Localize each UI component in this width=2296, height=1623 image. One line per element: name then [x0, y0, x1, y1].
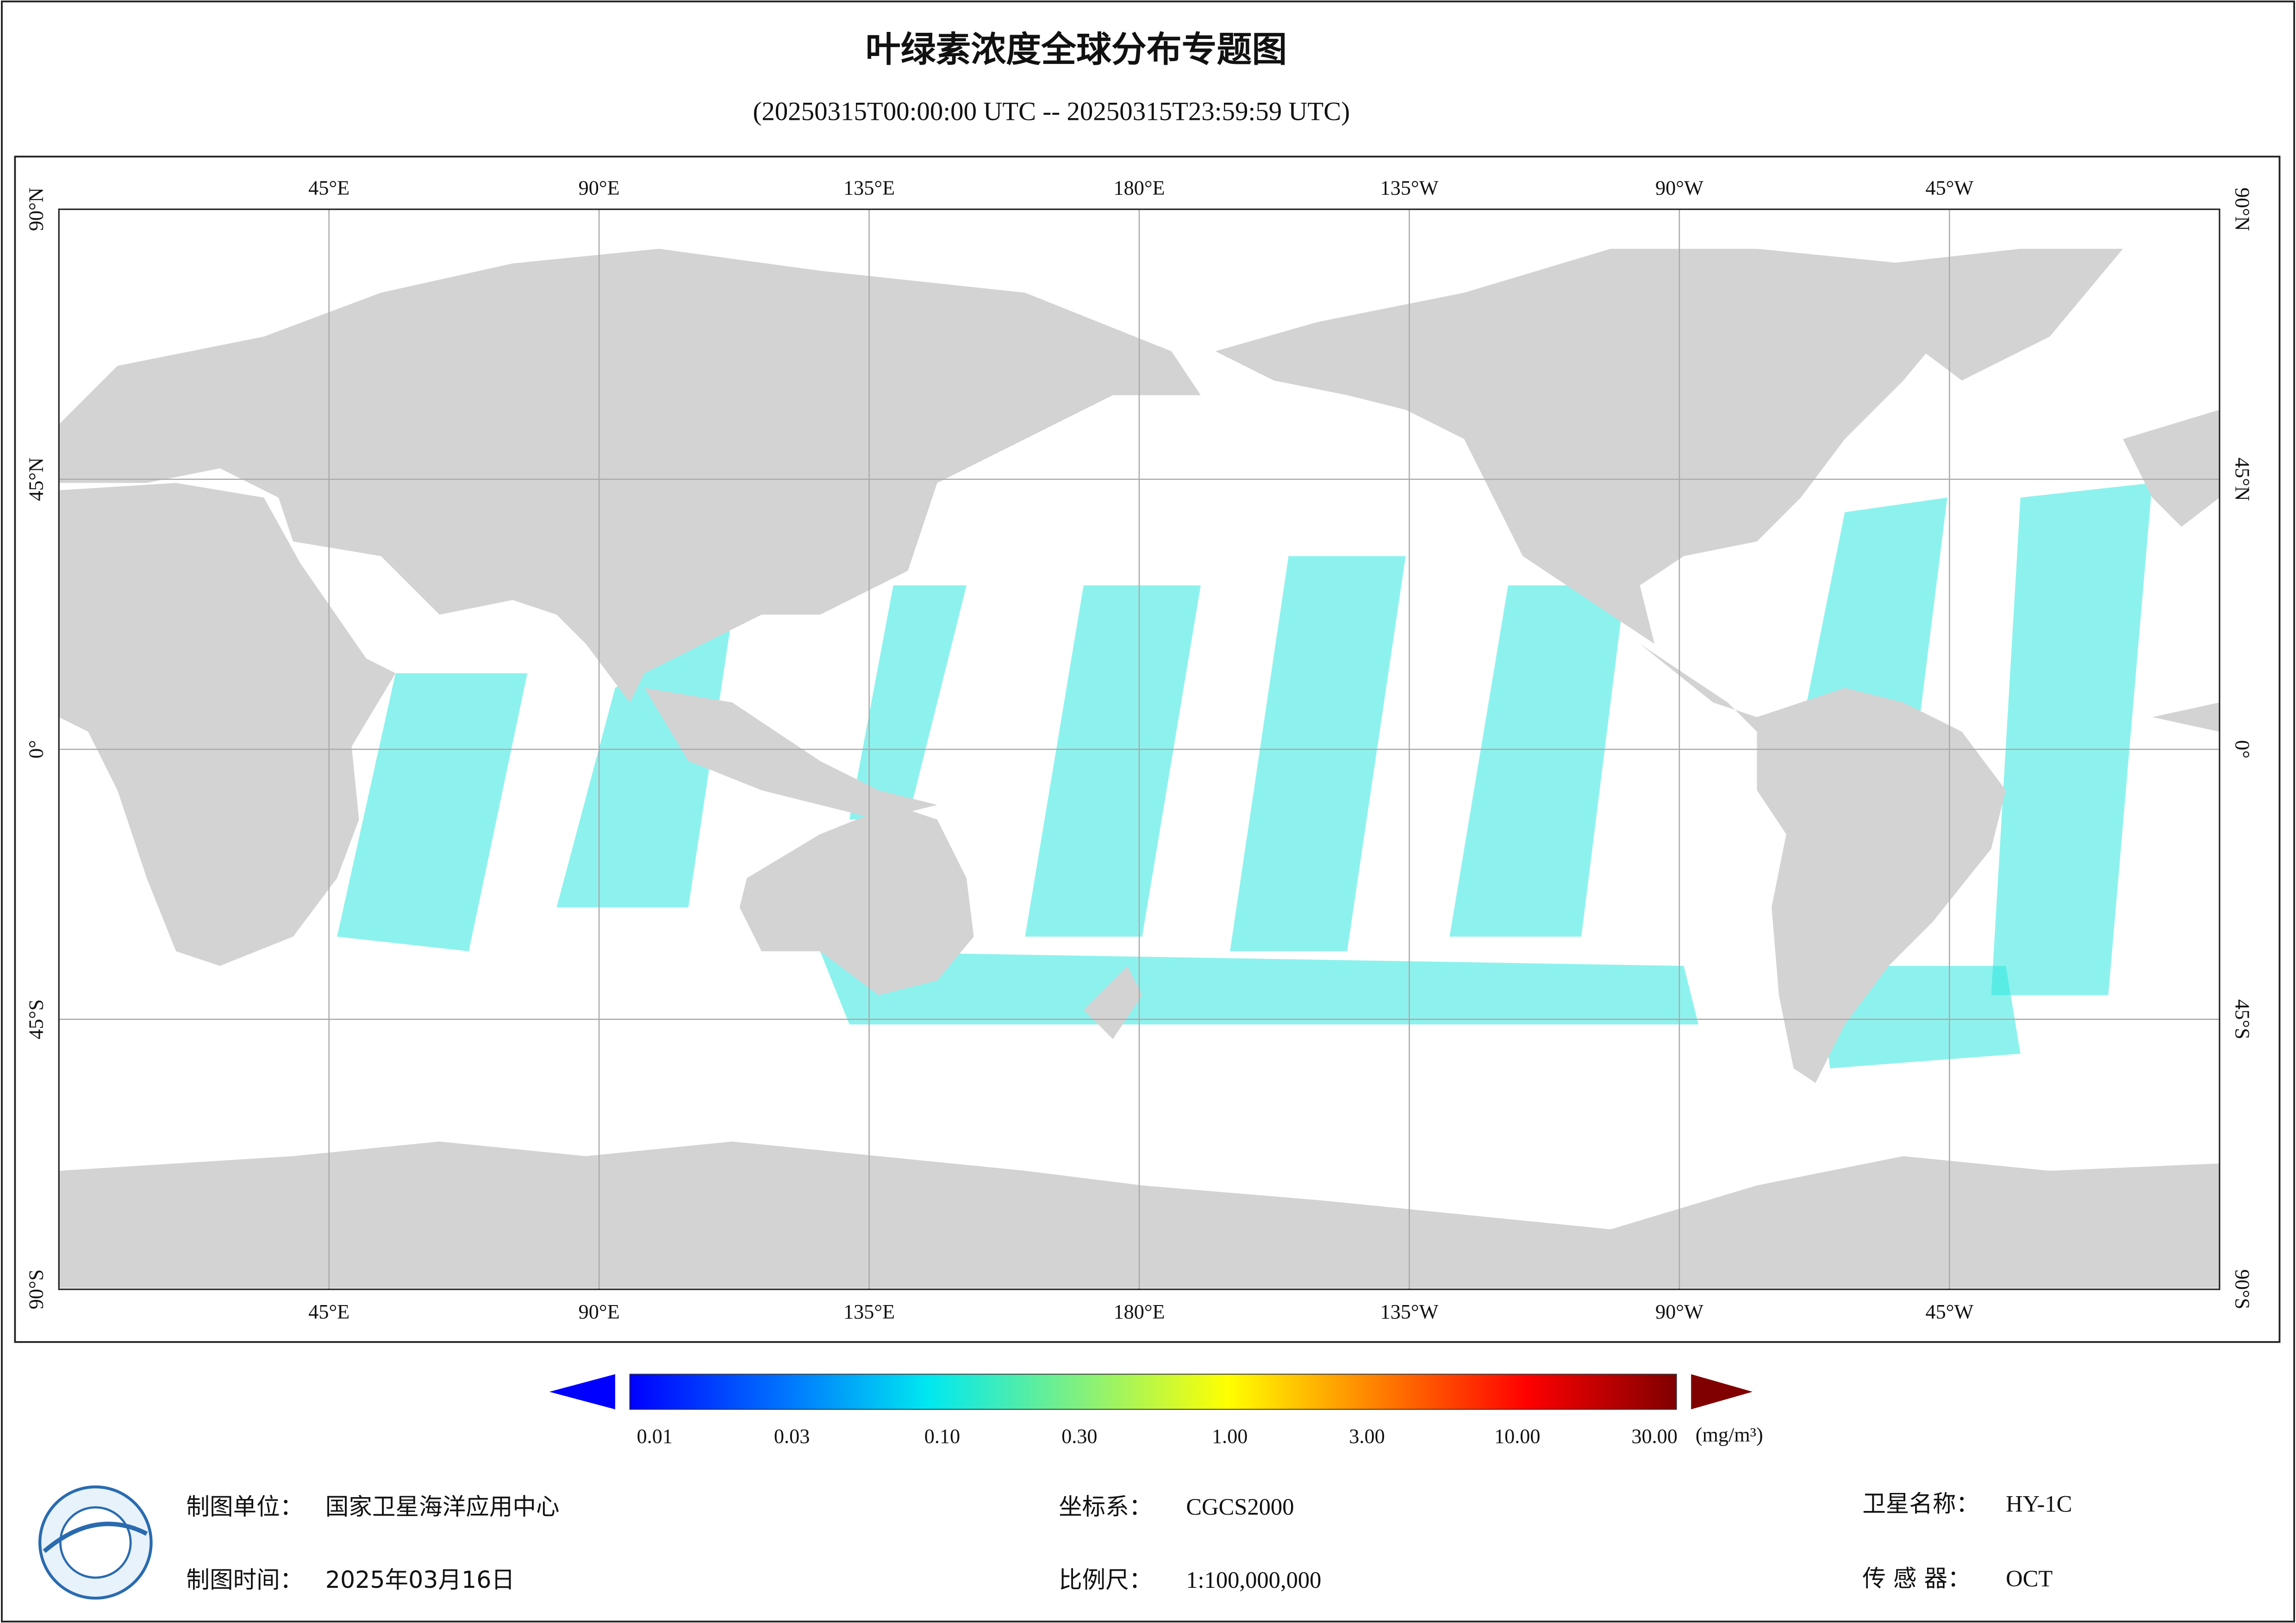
- lat-label: 45°S: [25, 999, 47, 1039]
- footer-value: 2025年03月16日: [325, 1566, 515, 1593]
- colorbar-tick-label: 1.00: [1212, 1425, 1248, 1448]
- land-eurasia: [59, 249, 1201, 703]
- swath: [1991, 483, 2152, 995]
- swath: [556, 615, 732, 908]
- footer-label: 制图时间：: [186, 1566, 303, 1593]
- lon-label: 90°W: [1655, 177, 1703, 199]
- lon-label: 45°E: [308, 1300, 349, 1323]
- colorbar-unit: (mg/m³): [1696, 1424, 1763, 1446]
- footer-label: 传 感 器：: [1862, 1565, 1971, 1592]
- land-islands: [644, 688, 937, 820]
- swath: [820, 951, 1699, 1025]
- footer-label: 坐标系：: [1059, 1493, 1152, 1520]
- lat-label: 90°N: [2231, 187, 2254, 231]
- swath: [1801, 497, 1947, 732]
- lat-label: 0°: [25, 740, 47, 759]
- map-border: [58, 208, 2221, 1290]
- lon-label: 135°W: [1380, 1300, 1439, 1323]
- footer-value: CGCS2000: [1186, 1494, 1294, 1520]
- land-south-america: [1757, 688, 2006, 1083]
- map-area: [58, 208, 2221, 1290]
- swath: [337, 673, 528, 951]
- lon-label: 90°W: [1655, 1300, 1703, 1323]
- subtitle: (20250315T00:00:00 UTC -- 20250315T23:59…: [753, 97, 1350, 126]
- footer-label: 卫星名称：: [1862, 1490, 1979, 1517]
- land-africa: [59, 483, 396, 966]
- footer-label: 制图单位：: [186, 1493, 303, 1520]
- logo: [38, 1485, 153, 1600]
- lon-label: 180°E: [1113, 177, 1165, 199]
- logo-orbit: [43, 1522, 148, 1553]
- lon-label: 45°E: [308, 177, 349, 199]
- chlorophyll-swaths: [337, 483, 2152, 1069]
- lon-label: 45°W: [1925, 177, 1973, 199]
- lon-label: 45°W: [1925, 1300, 1973, 1323]
- lon-label: 90°E: [579, 1300, 620, 1323]
- land-new-zealand: [1083, 966, 1142, 1039]
- lat-label: 90°S: [2231, 1269, 2254, 1310]
- swath: [1230, 556, 1406, 951]
- colorbar-tick-label: 10.00: [1494, 1425, 1541, 1448]
- colorbar-tick-label: 3.00: [1349, 1425, 1385, 1448]
- lon-label: 135°E: [843, 177, 895, 199]
- lat-label: 90°S: [25, 1269, 47, 1310]
- lon-label: 90°E: [579, 177, 620, 199]
- lat-label: 90°N: [25, 187, 47, 231]
- lon-label: 180°E: [1113, 1300, 1165, 1323]
- footer-value: OCT: [2006, 1566, 2053, 1592]
- lat-label: 45°S: [2231, 999, 2254, 1039]
- lat-label: 45°N: [2231, 458, 2254, 501]
- swath: [1025, 585, 1201, 937]
- colorbar: [629, 1374, 1677, 1410]
- lon-label: 135°W: [1380, 177, 1439, 199]
- colorbar-high-arrow: [1691, 1374, 1753, 1410]
- colorbar-tick-label: 0.10: [924, 1425, 960, 1448]
- footer-value: 国家卫星海洋应用中心: [325, 1493, 560, 1520]
- map-frame: [14, 155, 2281, 1343]
- lat-label: 0°: [2231, 740, 2254, 759]
- title: 叶绿素浓度全球分布专题图: [866, 29, 1287, 70]
- land-africa-east: [2152, 702, 2220, 732]
- colorbar-low-arrow: [549, 1374, 615, 1410]
- colorbar-tick-label: 0.30: [1061, 1425, 1097, 1448]
- lat-label: 45°N: [25, 458, 47, 501]
- swath: [1449, 585, 1625, 937]
- land-greenland: [1889, 249, 2123, 381]
- footer-value: HY-1C: [2006, 1491, 2072, 1517]
- colorbar-tick-label: 0.01: [637, 1425, 673, 1448]
- footer-value: 1:100,000,000: [1186, 1567, 1321, 1593]
- colorbar-tick-label: 30.00: [1631, 1425, 1678, 1448]
- footer-label: 比例尺：: [1059, 1566, 1152, 1593]
- land-north-america: [1215, 249, 1977, 644]
- footer: 制图单位： 国家卫星海洋应用中心 制图时间： 2025年03月16日 坐标系： …: [186, 1490, 2072, 1593]
- land-australia: [739, 805, 974, 995]
- land-europe: [2123, 410, 2220, 527]
- logo-core: [59, 1506, 132, 1579]
- swath: [849, 585, 967, 820]
- colorbar-tick-label: 0.03: [774, 1425, 810, 1448]
- lon-label: 135°E: [843, 1300, 895, 1323]
